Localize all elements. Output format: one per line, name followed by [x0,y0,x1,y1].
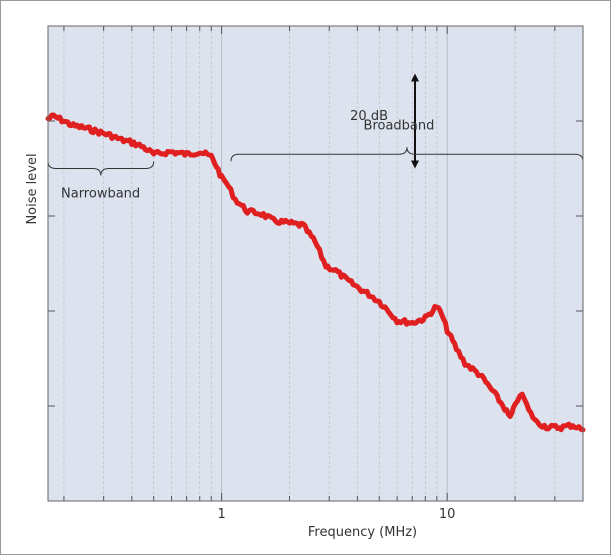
x-axis-label: Frequency (MHz) [308,525,417,540]
series-layer [45,112,586,433]
grid [63,26,584,501]
scale-arrow-label: 20 dB [350,109,388,124]
narrowband-label: Narrowband [61,187,140,202]
x-tick-label: 1 [217,507,225,522]
plot-border [47,25,584,502]
scale-arrow-head-down [411,160,420,169]
noise-series-line [45,112,586,433]
broadband-label: Broadband [364,118,435,133]
x-tick-label: 10 [439,507,456,522]
plot-area [48,26,583,501]
axis-ticks: 1 10 [48,26,584,522]
narrowband-brace [47,161,155,176]
scale-arrow-head-up [411,73,420,82]
broadband-brace [230,147,584,162]
y-axis-label: Noise level [25,153,40,224]
axis-labels: Frequency (MHz) Noise level [25,153,417,540]
